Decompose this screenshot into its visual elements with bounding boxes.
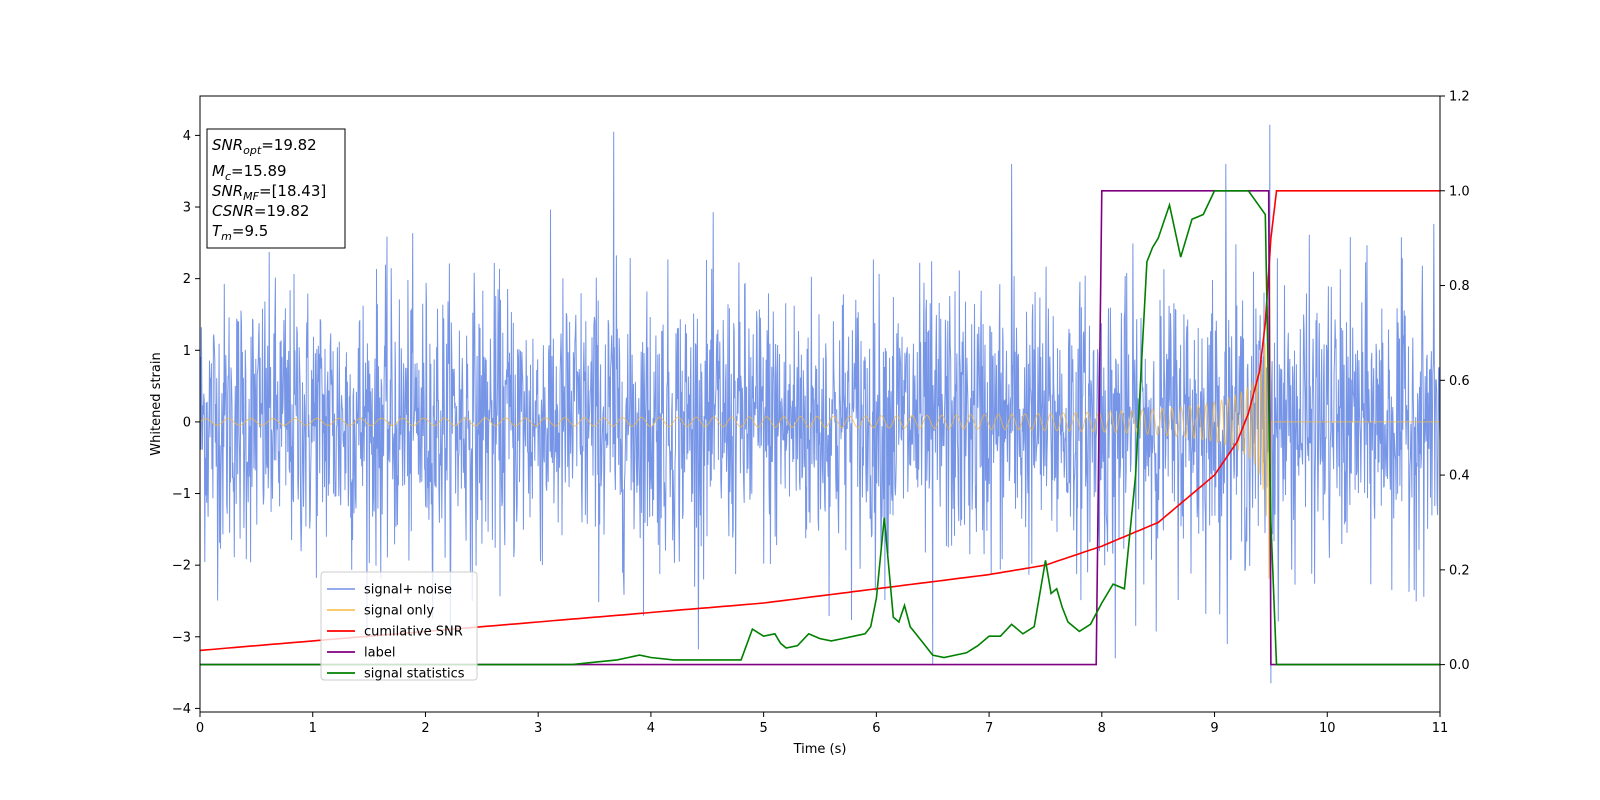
y-left-tick-label: −2 [172,559,191,574]
x-tick-label: 11 [1432,721,1449,736]
y-left-tick-label: 1 [183,344,191,359]
legend-item: cumilative SNR [327,625,463,640]
y-axis-left: −4 −3 −2 −1 0 1 2 3 4 [172,129,200,717]
y-right-tick-label: 0.2 [1449,563,1470,578]
info-line: SNRMF=[18.43] [212,182,326,203]
y-right-tick-label: 0.6 [1449,374,1470,389]
legend-item: signal+ noise [327,583,452,598]
info-box: SNRopt=19.82 Mc=15.89SNRMF=[18.43]CSNR=19… [206,128,346,249]
info-line: SNRopt=19.82 [212,136,317,157]
x-tick-label: 5 [759,721,767,736]
x-tick-label: 1 [309,721,317,736]
x-axis: 0 1 2 3 4 5 6 7 8 9 10 11 [196,712,1448,736]
y-axis-label: Whitened strain [149,352,164,455]
info-line: CSNR=19.82 [212,202,309,220]
series-layer [200,124,1440,684]
x-tick-label: 4 [647,721,655,736]
info-line: Tm=9.5 [212,222,268,243]
x-tick-label: 3 [534,721,542,736]
y-right-tick-label: 0.4 [1449,469,1470,484]
y-right-tick-label: 0.0 [1449,658,1470,673]
svg-text:signal statistics: signal statistics [364,667,465,682]
x-tick-label: 0 [196,721,204,736]
x-tick-label: 2 [421,721,429,736]
x-tick-label: 7 [985,721,993,736]
info-line: Mc=15.89 [212,162,287,183]
svg-text:signal only: signal only [364,604,434,619]
x-tick-label: 6 [872,721,880,736]
svg-text:cumilative SNR: cumilative SNR [364,625,463,640]
y-left-tick-label: 4 [183,129,191,144]
x-tick-label: 8 [1098,721,1106,736]
x-axis-label: Time (s) [793,742,847,757]
legend-item: signal only [327,604,434,619]
series-signal-statistics [200,190,1440,666]
y-left-tick-label: −1 [172,487,191,502]
x-tick-label: 10 [1319,721,1336,736]
y-left-tick-label: −4 [172,702,191,717]
y-right-tick-label: 1.2 [1449,90,1470,105]
y-right-tick-label: 1.0 [1449,184,1470,199]
series-signal-noise [200,124,1440,684]
y-left-tick-label: 2 [183,272,191,287]
svg-text:label: label [364,646,395,661]
y-left-tick-label: −3 [172,630,191,645]
legend: signal+ noise signal only cumilative SNR la… [320,571,478,682]
y-right-tick-label: 0.8 [1449,279,1470,294]
legend-item: signal statistics [327,667,465,682]
y-left-tick-label: 3 [183,201,191,216]
x-tick-label: 9 [1210,721,1218,736]
svg-text:signal+ noise: signal+ noise [364,583,452,598]
y-left-tick-label: 0 [183,415,191,430]
plot-frame [199,95,1441,713]
series-signal-only [200,239,1440,579]
series-cumilative-snr [200,190,1440,652]
y-axis-right: 0.0 0.2 0.4 0.6 0.8 1.0 1.2 [1440,90,1470,673]
legend-item: label [327,646,395,661]
